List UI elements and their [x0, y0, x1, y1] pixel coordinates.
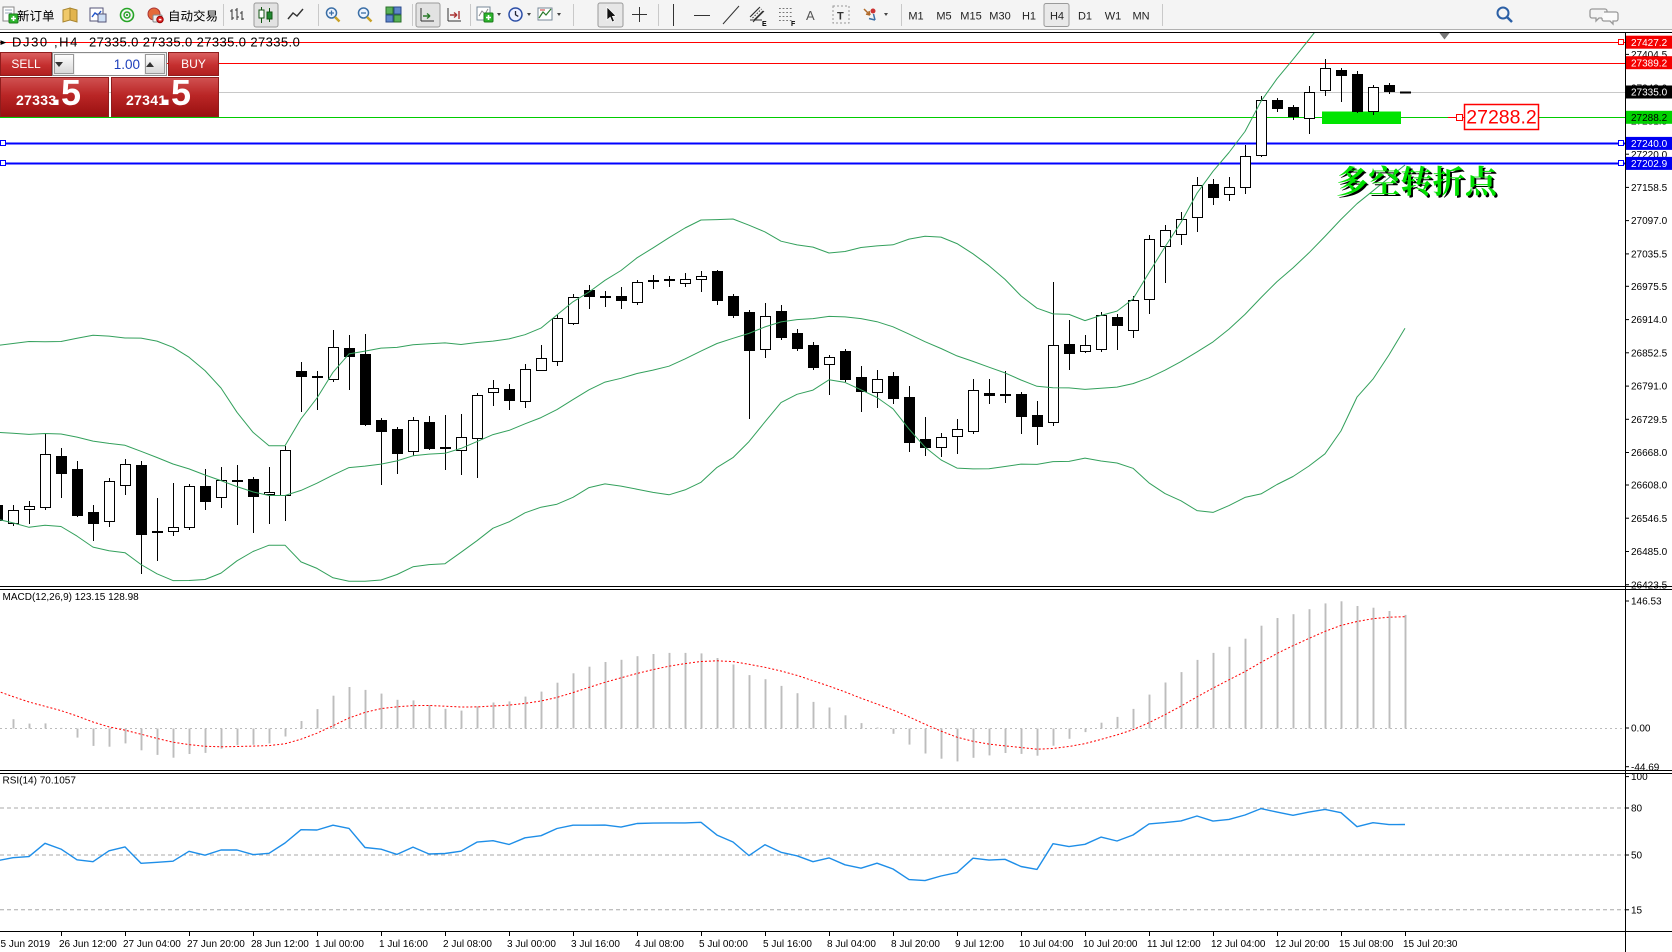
svg-text:27 Jun 20:00: 27 Jun 20:00 — [187, 939, 245, 950]
svg-text:100: 100 — [1631, 772, 1648, 783]
svg-text:4 Jul 08:00: 4 Jul 08:00 — [635, 939, 684, 950]
svg-text:27 Jun 04:00: 27 Jun 04:00 — [123, 939, 181, 950]
svg-text:27202.9: 27202.9 — [1631, 159, 1668, 170]
svg-text:27288.2: 27288.2 — [1631, 113, 1668, 124]
svg-text:26 Jun 12:00: 26 Jun 12:00 — [59, 939, 117, 950]
svg-text:2 Jul 08:00: 2 Jul 08:00 — [443, 939, 492, 950]
svg-text:27220.0: 27220.0 — [1631, 150, 1668, 161]
svg-text:28 Jun 12:00: 28 Jun 12:00 — [251, 939, 309, 950]
svg-text:27035.5: 27035.5 — [1631, 250, 1668, 261]
svg-text:3 Jul 00:00: 3 Jul 00:00 — [507, 939, 556, 950]
svg-text:26975.5: 26975.5 — [1631, 282, 1668, 293]
svg-text:M15: M15 — [960, 11, 981, 23]
svg-text:F: F — [791, 21, 796, 28]
svg-text:11 Jul 12:00: 11 Jul 12:00 — [1147, 939, 1201, 950]
svg-text:D1: D1 — [1078, 11, 1092, 23]
svg-text:27240.0: 27240.0 — [1631, 139, 1668, 150]
svg-text:T: T — [837, 11, 844, 23]
svg-text:12 Jul 04:00: 12 Jul 04:00 — [1211, 939, 1266, 950]
svg-text:15: 15 — [1631, 905, 1643, 916]
svg-text:26914.0: 26914.0 — [1631, 315, 1668, 326]
svg-text:0.00: 0.00 — [1631, 724, 1651, 735]
svg-text:8 Jul 20:00: 8 Jul 20:00 — [891, 939, 940, 950]
svg-text:-44.69: -44.69 — [1631, 762, 1660, 773]
svg-text:26791.0: 26791.0 — [1631, 382, 1668, 393]
svg-text:15 Jul 20:30: 15 Jul 20:30 — [1403, 939, 1458, 950]
svg-text:5 Jul 16:00: 5 Jul 16:00 — [763, 939, 812, 950]
svg-text:26729.5: 26729.5 — [1631, 415, 1668, 426]
svg-text:W1: W1 — [1105, 11, 1122, 23]
svg-text:26668.0: 26668.0 — [1631, 448, 1668, 459]
svg-text:26485.0: 26485.0 — [1631, 547, 1668, 558]
svg-text:10 Jul 04:00: 10 Jul 04:00 — [1019, 939, 1074, 950]
svg-text:12 Jul 20:00: 12 Jul 20:00 — [1275, 939, 1330, 950]
svg-text:80: 80 — [1631, 804, 1643, 815]
svg-text:MACD(12,26,9) 123.15 128.98: MACD(12,26,9) 123.15 128.98 — [3, 592, 140, 603]
svg-text:27389.2: 27389.2 — [1631, 58, 1668, 69]
svg-text:3 Jul 16:00: 3 Jul 16:00 — [571, 939, 620, 950]
svg-text:27335.0: 27335.0 — [1631, 88, 1668, 99]
svg-text:10 Jul 20:00: 10 Jul 20:00 — [1083, 939, 1138, 950]
svg-text:26423.5: 26423.5 — [1631, 580, 1668, 591]
svg-text:1 Jul 00:00: 1 Jul 00:00 — [315, 939, 364, 950]
svg-text:26608.0: 26608.0 — [1631, 481, 1668, 492]
svg-text:27288.2: 27288.2 — [1466, 107, 1537, 129]
svg-text:E: E — [762, 21, 767, 28]
svg-text:DJ30 ,H4: DJ30 ,H4 — [12, 35, 79, 50]
svg-text:M30: M30 — [989, 11, 1010, 23]
svg-text:M1: M1 — [908, 11, 923, 23]
svg-text:27335.0 27335.0 27335.0 27335.: 27335.0 27335.0 27335.0 27335.0 — [89, 35, 300, 50]
svg-text:26852.5: 26852.5 — [1631, 348, 1668, 359]
svg-text:27404.5: 27404.5 — [1631, 50, 1668, 61]
svg-text:M5: M5 — [936, 11, 951, 23]
svg-text:25 Jun 2019: 25 Jun 2019 — [0, 939, 50, 950]
svg-text:146.53: 146.53 — [1631, 597, 1662, 608]
svg-text:MN: MN — [1132, 11, 1149, 23]
svg-text:A: A — [806, 8, 815, 23]
svg-text:RSI(14) 70.1057: RSI(14) 70.1057 — [3, 776, 77, 787]
svg-text:H4: H4 — [1050, 11, 1064, 23]
svg-text:27158.5: 27158.5 — [1631, 183, 1668, 194]
svg-text:27427.2: 27427.2 — [1631, 38, 1668, 49]
svg-text:8 Jul 04:00: 8 Jul 04:00 — [827, 939, 876, 950]
svg-text:5 Jul 00:00: 5 Jul 00:00 — [699, 939, 748, 950]
svg-text:1 Jul 16:00: 1 Jul 16:00 — [379, 939, 428, 950]
svg-text:15 Jul 08:00: 15 Jul 08:00 — [1339, 939, 1394, 950]
svg-text:26546.5: 26546.5 — [1631, 514, 1668, 525]
svg-text:50: 50 — [1631, 851, 1643, 862]
svg-text:H1: H1 — [1022, 11, 1036, 23]
svg-text:9 Jul 12:00: 9 Jul 12:00 — [955, 939, 1004, 950]
svg-text:27097.0: 27097.0 — [1631, 216, 1668, 227]
